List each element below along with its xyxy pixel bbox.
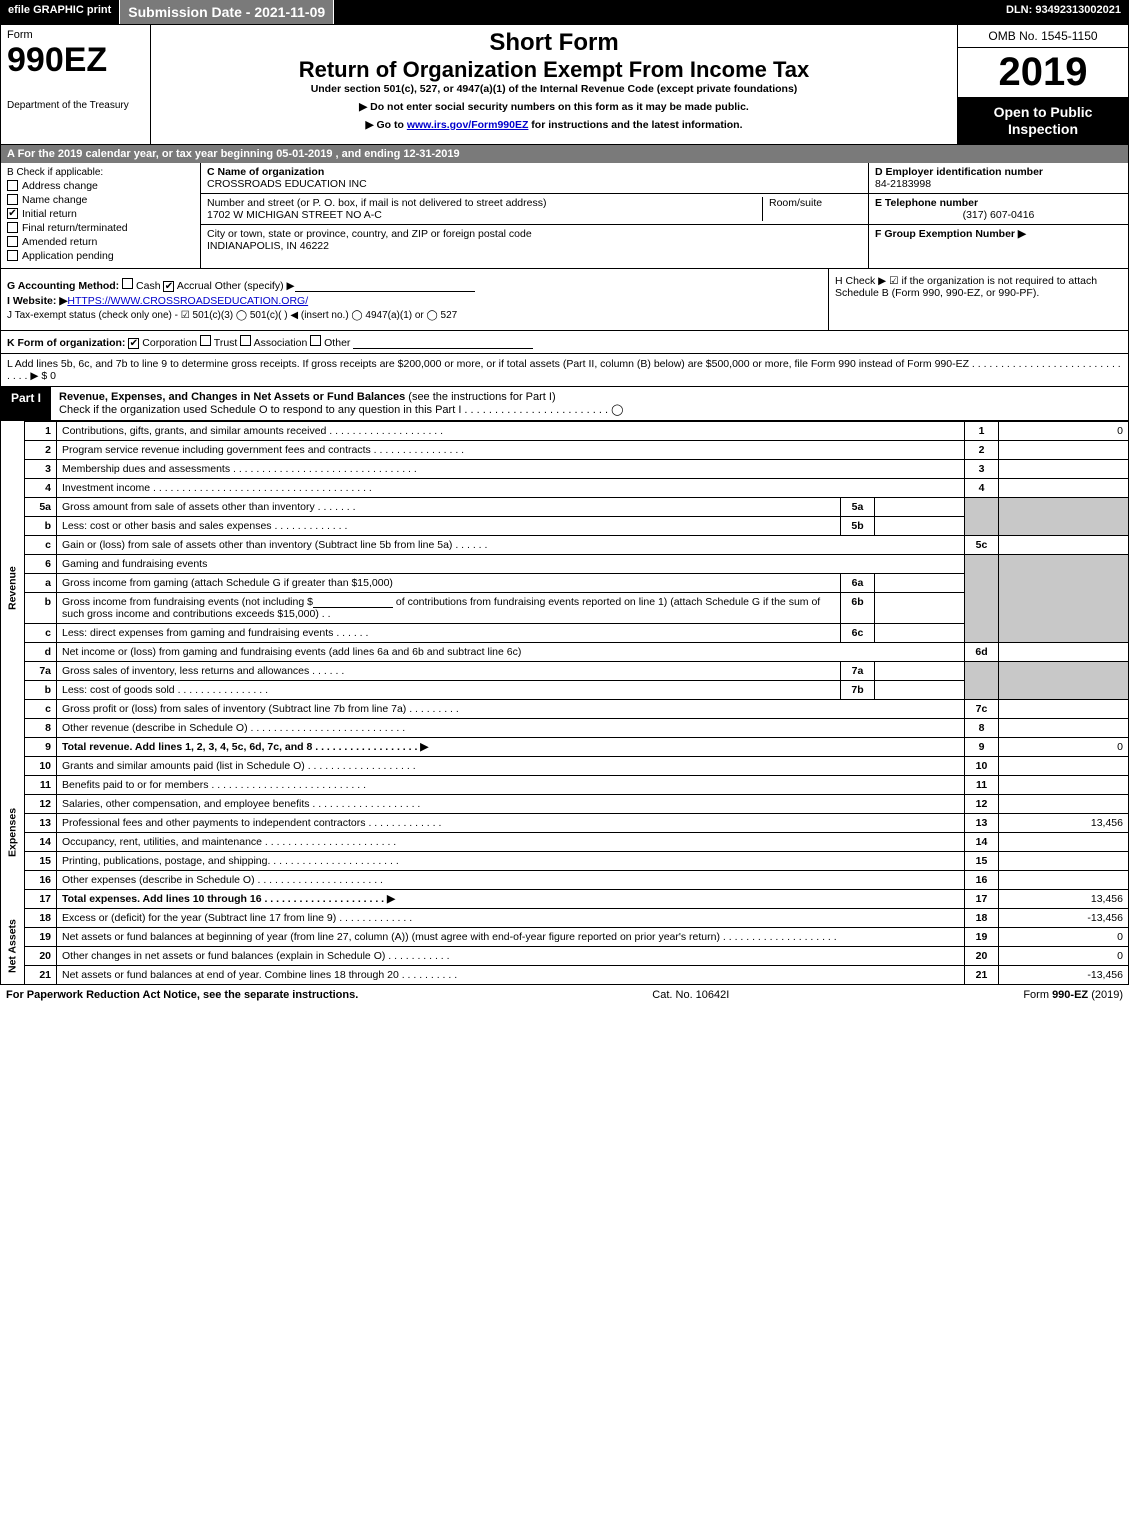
spacer <box>334 0 998 24</box>
cb-accrual[interactable]: ✔ <box>163 281 174 292</box>
footer-catno: Cat. No. 10642I <box>652 989 729 1001</box>
submission-date: Submission Date - 2021-11-09 <box>120 0 334 24</box>
part1-header: Part I Revenue, Expenses, and Changes in… <box>0 387 1129 421</box>
j-row: J Tax-exempt status (check only one) - ☑… <box>7 310 822 321</box>
cb-final-return[interactable]: Final return/terminated <box>7 222 194 234</box>
side-expenses: Expenses <box>1 756 25 908</box>
cb-address-change[interactable]: Address change <box>7 180 194 192</box>
c-addr-label: Number and street (or P. O. box, if mail… <box>207 197 762 209</box>
goto-pre: ▶ Go to <box>366 119 407 131</box>
under-section: Under section 501(c), 527, or 4947(a)(1)… <box>157 83 951 95</box>
e-phone: (317) 607-0416 <box>875 209 1122 221</box>
footer-left: For Paperwork Reduction Act Notice, see … <box>6 989 358 1001</box>
arrow-goto: ▶ Go to www.irs.gov/Form990EZ for instru… <box>157 119 951 131</box>
c-name: CROSSROADS EDUCATION INC <box>207 178 862 190</box>
b-label: B Check if applicable: <box>7 167 194 178</box>
form-header: Form 990EZ Department of the Treasury Sh… <box>0 24 1129 145</box>
d-ein: 84-2183998 <box>875 178 1122 190</box>
cb-amended[interactable]: Amended return <box>7 236 194 248</box>
l-row: L Add lines 5b, 6c, and 7b to line 9 to … <box>0 354 1129 387</box>
goto-post: for instructions and the latest informat… <box>528 119 742 131</box>
part1-table: Revenue 1Contributions, gifts, grants, a… <box>0 421 1129 985</box>
h-box: H Check ▶ ☑ if the organization is not r… <box>828 269 1128 330</box>
cb-pending[interactable]: Application pending <box>7 250 194 262</box>
side-revenue: Revenue <box>1 421 25 756</box>
part1-title: Revenue, Expenses, and Changes in Net As… <box>59 391 405 403</box>
website-link[interactable]: HTTPS://WWW.CROSSROADSEDUCATION.ORG/ <box>67 295 308 307</box>
omb-number: OMB No. 1545-1150 <box>958 25 1128 48</box>
cb-name-change[interactable]: Name change <box>7 194 194 206</box>
part1-tab: Part I <box>1 387 51 420</box>
dept-treasury: Department of the Treasury <box>7 100 144 111</box>
efile-label[interactable]: efile GRAPHIC print <box>0 0 120 24</box>
cb-initial-return[interactable]: ✔Initial return <box>7 208 194 220</box>
form-label: Form <box>7 29 144 41</box>
footer: For Paperwork Reduction Act Notice, see … <box>0 985 1129 1005</box>
section-ghij: G Accounting Method: Cash ✔ Accrual Othe… <box>0 269 1129 331</box>
cb-corp[interactable]: ✔ <box>128 338 139 349</box>
c-addr: 1702 W MICHIGAN STREET NO A-C <box>207 209 762 221</box>
cb-assoc[interactable] <box>240 335 251 346</box>
short-form-title: Short Form <box>157 29 951 57</box>
f-label: F Group Exemption Number ▶ <box>875 228 1122 240</box>
k-row: K Form of organization: ✔ Corporation Tr… <box>0 331 1129 354</box>
dln: DLN: 93492313002021 <box>998 0 1129 24</box>
c-name-label: C Name of organization <box>207 166 862 178</box>
c-city-label: City or town, state or province, country… <box>207 228 862 240</box>
arrow-ssn: ▶ Do not enter social security numbers o… <box>157 101 951 113</box>
c-city: INDIANAPOLIS, IN 46222 <box>207 240 862 252</box>
return-title: Return of Organization Exempt From Incom… <box>157 57 951 83</box>
d-label: D Employer identification number <box>875 166 1122 178</box>
cb-cash[interactable] <box>122 278 133 289</box>
g-row: G Accounting Method: Cash ✔ Accrual Othe… <box>7 278 822 292</box>
tax-year: 2019 <box>958 48 1128 98</box>
section-bc: B Check if applicable: Address change Na… <box>0 163 1129 269</box>
side-netassets: Net Assets <box>1 908 25 984</box>
irs-link[interactable]: www.irs.gov/Form990EZ <box>407 119 529 131</box>
cb-trust[interactable] <box>200 335 211 346</box>
i-row: I Website: ▶HTTPS://WWW.CROSSROADSEDUCAT… <box>7 295 822 307</box>
row-a-period: A For the 2019 calendar year, or tax yea… <box>0 145 1129 163</box>
e-label: E Telephone number <box>875 197 1122 209</box>
footer-right: Form 990-EZ (2019) <box>1023 989 1123 1001</box>
part1-subtitle: (see the instructions for Part I) <box>405 391 555 403</box>
part1-checkline: Check if the organization used Schedule … <box>59 404 623 416</box>
open-public: Open to Public Inspection <box>958 98 1128 144</box>
form-number: 990EZ <box>7 41 144 80</box>
cb-other[interactable] <box>310 335 321 346</box>
c-room-label: Room/suite <box>762 197 862 221</box>
top-bar: efile GRAPHIC print Submission Date - 20… <box>0 0 1129 24</box>
